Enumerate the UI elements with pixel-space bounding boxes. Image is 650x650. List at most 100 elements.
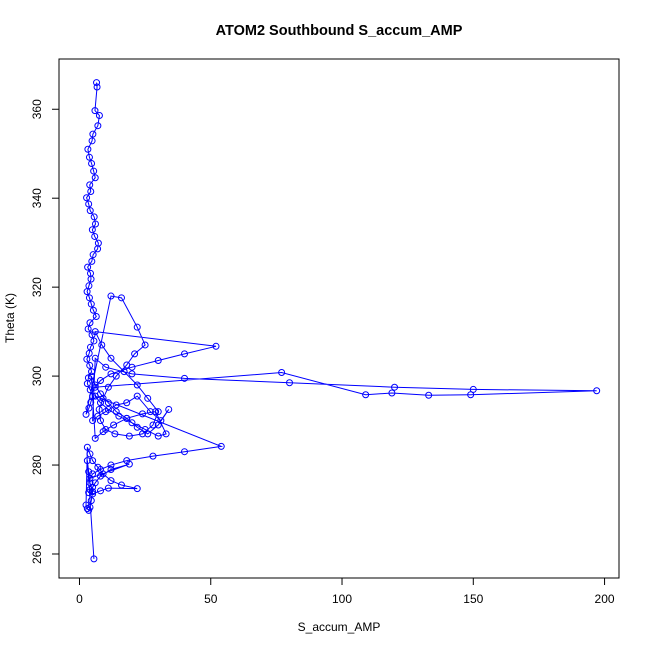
- x-axis-label: S_accum_AMP: [298, 620, 381, 634]
- data-point: [107, 461, 115, 469]
- data-point: [96, 399, 104, 407]
- data-point: [110, 421, 118, 429]
- data-point: [83, 380, 91, 388]
- data-point: [83, 443, 91, 451]
- data-point: [104, 484, 112, 492]
- data-point: [88, 137, 96, 145]
- data-point: [104, 405, 112, 413]
- data-point: [107, 465, 115, 473]
- y-tick-label: 340: [30, 188, 44, 208]
- data-point: [125, 432, 133, 440]
- data-series: [82, 79, 601, 563]
- data-point: [91, 328, 99, 336]
- data-point: [128, 419, 136, 427]
- data-point: [107, 477, 115, 485]
- data-point: [128, 370, 136, 378]
- data-point: [87, 275, 95, 283]
- data-point: [154, 357, 162, 365]
- y-tick-label: 320: [30, 277, 44, 297]
- data-point: [91, 232, 99, 240]
- data-point: [82, 410, 90, 418]
- chart-title: ATOM2 Southbound S_accum_AMP: [216, 23, 463, 39]
- data-point: [95, 111, 103, 119]
- data-point: [86, 503, 94, 511]
- data-point: [362, 391, 370, 399]
- data-point: [120, 368, 128, 376]
- data-point: [89, 306, 97, 314]
- data-point: [86, 361, 94, 369]
- data-point: [94, 122, 102, 130]
- y-axis: 260 280 300 320 340 360: [30, 99, 60, 564]
- data-point: [93, 79, 101, 87]
- data-point: [85, 489, 93, 497]
- data-point: [85, 468, 93, 476]
- series-line: [85, 82, 597, 559]
- data-point: [91, 107, 99, 115]
- data-point: [180, 448, 188, 456]
- data-point: [93, 83, 101, 91]
- data-point: [95, 405, 103, 413]
- data-point: [89, 130, 97, 138]
- data-point: [217, 442, 225, 450]
- data-point: [388, 389, 396, 397]
- data-point: [84, 263, 92, 271]
- data-point: [86, 181, 94, 189]
- data-point: [91, 383, 99, 391]
- data-point: [133, 485, 141, 493]
- y-tick-label: 360: [30, 99, 44, 119]
- data-point: [104, 383, 112, 391]
- data-point: [91, 392, 99, 400]
- data-point: [86, 319, 94, 327]
- data-point: [84, 325, 92, 333]
- y-tick-label: 280: [30, 455, 44, 475]
- data-point: [99, 428, 107, 436]
- data-point: [99, 470, 107, 478]
- data-point: [133, 423, 141, 431]
- data-point: [91, 381, 99, 389]
- data-point: [117, 481, 125, 489]
- data-point: [86, 474, 94, 482]
- data-point: [87, 372, 95, 380]
- x-tick-label: 100: [332, 592, 352, 606]
- data-point: [165, 405, 173, 413]
- data-point: [91, 174, 99, 182]
- data-point: [133, 323, 141, 331]
- data-point: [133, 392, 141, 400]
- data-point: [89, 457, 97, 465]
- data-point: [89, 251, 97, 259]
- data-point: [83, 288, 91, 296]
- data-point: [123, 414, 131, 422]
- data-point: [117, 294, 125, 302]
- data-point: [83, 194, 91, 202]
- data-point: [128, 363, 136, 371]
- data-point: [154, 408, 162, 416]
- data-point: [91, 220, 99, 228]
- data-point: [86, 450, 94, 458]
- data-point: [90, 167, 98, 175]
- data-point: [85, 200, 93, 208]
- data-point: [88, 226, 96, 234]
- plot-frame: [58, 58, 620, 579]
- data-point: [91, 354, 99, 362]
- data-point: [112, 401, 120, 409]
- data-point: [85, 404, 93, 412]
- data-point: [90, 555, 98, 563]
- data-point: [87, 300, 95, 308]
- data-point: [278, 369, 286, 377]
- data-point: [469, 385, 477, 393]
- x-tick-label: 200: [595, 592, 615, 606]
- data-point: [87, 188, 95, 196]
- data-point: [146, 408, 154, 416]
- data-point: [115, 412, 123, 420]
- data-point: [91, 434, 99, 442]
- data-point: [152, 408, 160, 416]
- data-point: [180, 350, 188, 358]
- data-point: [85, 506, 93, 514]
- data-point: [86, 479, 94, 487]
- data-point: [107, 354, 115, 362]
- data-point: [88, 160, 96, 168]
- data-point: [144, 394, 152, 402]
- x-tick-label: 50: [204, 592, 218, 606]
- data-point: [123, 399, 131, 407]
- data-point: [149, 421, 157, 429]
